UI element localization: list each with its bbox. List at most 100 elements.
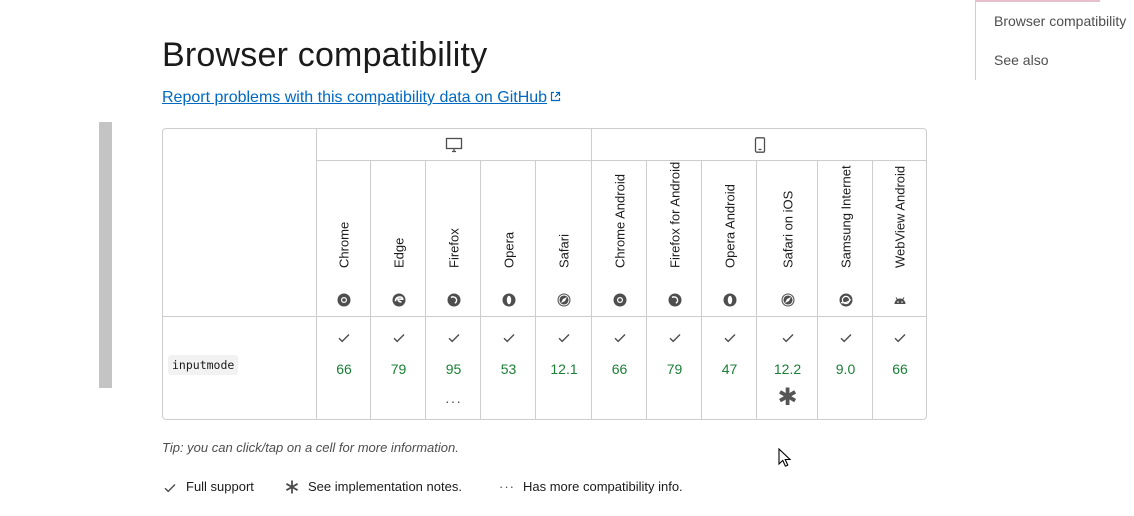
support-cell-firefox-for-android[interactable]: 79 xyxy=(647,317,702,419)
check-icon xyxy=(724,334,735,343)
browser-header-firefox: Firefox xyxy=(426,161,481,317)
browser-name: Safari on iOS xyxy=(780,190,795,268)
edge-icon xyxy=(392,293,405,307)
version-number: 79 xyxy=(390,361,407,377)
check-icon xyxy=(669,334,680,343)
browser-header-firefox-for-android: Firefox for Android xyxy=(647,161,702,317)
browser-header-safari: Safari xyxy=(536,161,592,317)
check-icon xyxy=(782,334,793,343)
version-number: 66 xyxy=(892,361,908,377)
support-cell-opera-android[interactable]: 47 xyxy=(702,317,757,419)
support-cell-edge[interactable]: 79 xyxy=(371,317,426,419)
legend-full-support: Full support xyxy=(186,479,254,494)
check-icon xyxy=(503,334,514,343)
browser-header-webview-android: WebView Android xyxy=(873,161,926,317)
check-icon xyxy=(164,484,176,493)
table-divider xyxy=(480,161,481,419)
version-number: 66 xyxy=(611,361,628,377)
support-cell-opera[interactable]: 53 xyxy=(481,317,536,419)
asterisk-icon xyxy=(285,480,299,494)
scrollbar-thumb[interactable] xyxy=(99,122,112,388)
check-icon xyxy=(558,334,570,343)
report-problems-link[interactable]: Report problems with this compatibility … xyxy=(162,89,561,107)
table-divider xyxy=(425,161,426,419)
browser-name: Firefox xyxy=(446,228,461,268)
more-info-icon: ··· xyxy=(445,393,462,409)
table-divider xyxy=(316,160,926,161)
table-divider xyxy=(701,161,702,419)
version-number: 9.0 xyxy=(835,361,856,377)
support-cell-chrome-android[interactable]: 66 xyxy=(592,317,647,419)
browser-name: WebView Android xyxy=(892,165,908,268)
chrome-icon xyxy=(337,293,351,307)
table-divider xyxy=(756,161,757,419)
table-divider xyxy=(872,161,873,419)
browser-name: Chrome xyxy=(336,221,352,268)
tip-text: Tip: you can click/tap on a cell for mor… xyxy=(162,440,459,455)
support-cell-chrome[interactable]: 66 xyxy=(317,317,371,419)
version-number: 79 xyxy=(666,361,683,377)
table-divider xyxy=(535,161,536,419)
browser-header-opera-android: Opera Android xyxy=(702,161,757,317)
support-cell-webview-android[interactable]: 66 xyxy=(873,317,926,419)
table-divider xyxy=(591,129,592,419)
chrome-icon xyxy=(613,293,626,307)
browser-header-edge: Edge xyxy=(371,161,426,317)
external-link-icon xyxy=(550,91,561,102)
support-cell-safari[interactable]: 12.1 xyxy=(536,317,592,419)
table-divider xyxy=(163,316,926,317)
support-cell-safari-on-ios[interactable]: 12.2 ✱ xyxy=(757,317,818,419)
firefox-icon xyxy=(447,293,460,307)
toc-sidebar: Browser compatibility See also xyxy=(975,0,1134,80)
firefox-icon xyxy=(668,293,681,307)
opera-icon xyxy=(723,293,736,307)
browser-header-chrome: Chrome xyxy=(317,161,371,317)
check-icon xyxy=(338,334,350,343)
version-number: 95 xyxy=(445,361,462,377)
check-icon xyxy=(393,334,404,343)
support-cell-samsung-internet[interactable]: 9.0 xyxy=(818,317,873,419)
support-cell-firefox[interactable]: 95 ··· xyxy=(426,317,481,419)
samsung-internet-icon xyxy=(839,293,852,307)
browser-name: Edge xyxy=(391,237,406,268)
desktop-icon xyxy=(445,137,463,153)
android-icon xyxy=(894,297,906,304)
browser-name: Safari xyxy=(556,234,572,268)
browser-header-chrome-android: Chrome Android xyxy=(592,161,647,317)
table-divider xyxy=(817,161,818,419)
browser-header-opera: Opera xyxy=(481,161,536,317)
asterisk-icon: ✱ xyxy=(777,384,798,411)
toc-link-see-also[interactable]: See also xyxy=(994,52,1049,68)
legend-impl-notes: See implementation notes. xyxy=(308,479,462,494)
version-number: 12.1 xyxy=(550,361,578,377)
legend-more-info: Has more compatibility info. xyxy=(523,479,683,494)
check-icon xyxy=(840,334,851,343)
mobile-icon xyxy=(754,137,766,153)
report-link-label: Report problems with this compatibility … xyxy=(162,89,548,106)
table-divider xyxy=(646,161,647,419)
toc-link-browser-compatibility[interactable]: Browser compatibility xyxy=(994,13,1127,29)
safari-icon xyxy=(557,293,571,307)
version-number: 53 xyxy=(500,361,517,377)
version-number: 47 xyxy=(721,361,738,377)
mouse-cursor-icon xyxy=(778,448,792,467)
browser-name: Chrome Android xyxy=(612,174,627,268)
check-icon xyxy=(614,334,625,343)
table-divider xyxy=(370,161,371,419)
check-icon xyxy=(894,334,906,343)
browser-name: Samsung Internet xyxy=(838,165,853,268)
version-number: 12.2 xyxy=(773,361,802,377)
compat-table: Chrome Edge Firefox Opera Safari Chrome Andro… xyxy=(162,128,927,420)
version-number: 66 xyxy=(336,361,352,377)
feature-name-inputmode: inputmode xyxy=(168,355,239,375)
browser-header-safari-on-ios: Safari on iOS xyxy=(757,161,818,317)
opera-icon xyxy=(502,293,515,307)
check-icon xyxy=(448,334,459,343)
safari-icon xyxy=(781,293,794,307)
browser-name: Opera xyxy=(501,231,516,268)
browser-name: Opera Android xyxy=(722,184,737,268)
more-info-icon: ··· xyxy=(499,479,515,494)
table-divider xyxy=(316,129,317,419)
browser-name: Firefox for Android xyxy=(667,161,682,268)
browser-header-samsung-internet: Samsung Internet xyxy=(818,161,873,317)
